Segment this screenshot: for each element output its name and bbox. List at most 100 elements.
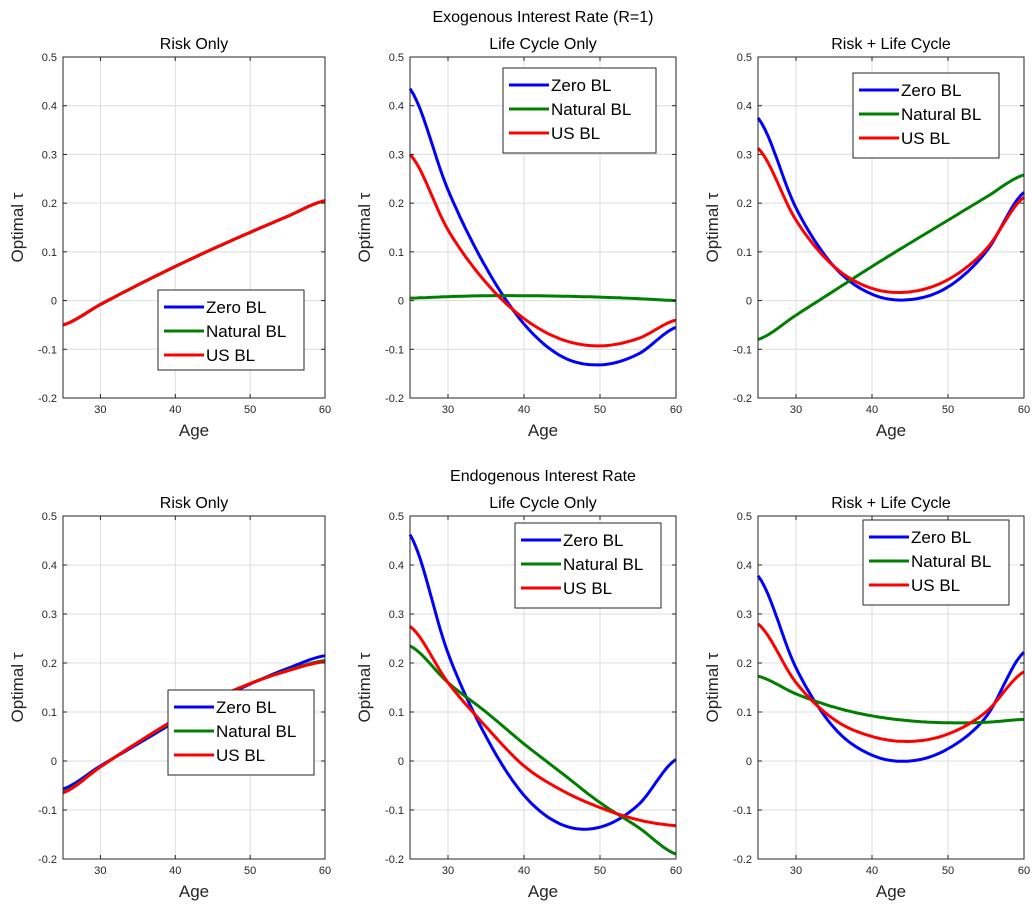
- y-tick-label: -0.2: [38, 854, 57, 866]
- y-tick-label: -0.2: [385, 854, 404, 866]
- y-axis-label: Optimal τ: [355, 192, 374, 262]
- legend: Zero BL Natural BL US BL: [157, 289, 305, 371]
- series-line-us-bl: [756, 147, 1025, 294]
- suptitle-endogenous: Endogenous Interest Rate: [450, 468, 636, 485]
- y-tick-label: 0.2: [42, 198, 57, 210]
- x-axis-label: Age: [876, 421, 906, 440]
- x-axis-label: Age: [179, 882, 209, 901]
- x-tick-label: 30: [442, 865, 454, 877]
- x-tick-label: 40: [518, 404, 530, 416]
- legend: Zero BL Natural BL US BL: [862, 519, 1010, 606]
- y-tick-label: -0.2: [38, 393, 57, 405]
- x-tick-label: 50: [594, 404, 606, 416]
- chart-panel-1: 30 40 50 60 -0.2 -0.1 0 0.1 0.2 0.3 0.4 0.5 Risk Onl…: [8, 36, 331, 440]
- y-tick-label: 0.2: [389, 658, 404, 670]
- legend-label: Natural BL: [911, 552, 991, 571]
- legend-label: US BL: [901, 129, 950, 148]
- y-tick-label: -0.2: [385, 393, 404, 405]
- x-tick-label: 60: [670, 404, 682, 416]
- series-line-natural-bl: [409, 644, 677, 856]
- y-tick-label: 0.1: [42, 707, 57, 719]
- x-tick-label: 30: [442, 404, 454, 416]
- series-line-zero-bl: [408, 533, 677, 831]
- y-tick-label: 0: [51, 296, 57, 308]
- legend-label: US BL: [911, 576, 960, 595]
- series-line-us-bl: [756, 622, 1025, 743]
- x-tick-label: 60: [670, 865, 682, 877]
- axes-box: [62, 515, 326, 860]
- x-tick-label: 30: [790, 865, 802, 877]
- series-line-us-bl: [62, 199, 326, 327]
- y-axis-label: Optimal τ: [8, 652, 27, 722]
- y-tick-label: -0.1: [733, 805, 752, 817]
- legend-label: US BL: [216, 746, 265, 765]
- x-tick-label: 50: [942, 865, 954, 877]
- x-tick-label: 30: [790, 404, 802, 416]
- x-tick-label: 60: [319, 865, 331, 877]
- legend: Zero BL Natural BL US BL: [502, 67, 657, 154]
- x-tick-label: 30: [94, 865, 106, 877]
- y-tick-label: -0.2: [733, 393, 752, 405]
- legend-label: Natural BL: [901, 105, 981, 124]
- y-tick-label: 0.3: [389, 609, 404, 621]
- panel-title: Risk + Life Cycle: [831, 495, 951, 512]
- x-tick-label: 50: [942, 404, 954, 416]
- legend-label: Zero BL: [216, 698, 276, 717]
- legend-label: Zero BL: [563, 531, 623, 550]
- x-axis-label: Age: [528, 421, 558, 440]
- y-tick-label: 0.1: [389, 707, 404, 719]
- series-line-zero-bl: [756, 117, 1026, 302]
- x-axis-label: Age: [528, 882, 558, 901]
- y-axis-label: Optimal τ: [703, 652, 722, 722]
- x-tick-label: 50: [244, 865, 256, 877]
- y-tick-label: 0.4: [737, 101, 752, 113]
- x-tick-label: 50: [594, 865, 606, 877]
- y-tick-label: -0.1: [38, 344, 57, 356]
- legend-box: [167, 689, 315, 776]
- y-axis-label: Optimal τ: [355, 652, 374, 722]
- y-tick-label: 0.3: [737, 149, 752, 161]
- y-tick-label: 0.5: [737, 511, 752, 523]
- legend: Zero BL Natural BL US BL: [852, 72, 1000, 159]
- y-tick-label: 0.3: [42, 149, 57, 161]
- x-tick-label: 40: [866, 865, 878, 877]
- legend-label: US BL: [206, 346, 255, 365]
- x-tick-label: 30: [94, 404, 106, 416]
- series-line-zero-bl: [756, 574, 1026, 763]
- legend-label: US BL: [551, 124, 600, 143]
- y-tick-label: 0: [746, 296, 752, 308]
- legend-label: Natural BL: [563, 555, 643, 574]
- x-tick-label: 40: [169, 865, 181, 877]
- series-line-zero-bl: [408, 87, 677, 367]
- x-tick-label: 60: [319, 404, 331, 416]
- legend: Zero BL Natural BL US BL: [167, 689, 315, 776]
- x-tick-label: 40: [518, 865, 530, 877]
- chart-panel-3: 30 40 50 60 -0.2 -0.1 0 0.1 0.2 0.3 0.4 0.5 Risk + L…: [703, 36, 1030, 440]
- axes-box: [62, 56, 326, 399]
- y-tick-label: 0: [398, 756, 404, 768]
- y-tick-label: -0.1: [385, 805, 404, 817]
- x-tick-label: 60: [1018, 404, 1030, 416]
- y-tick-label: 0.2: [737, 198, 752, 210]
- axes-box: [409, 515, 677, 860]
- legend-label: Natural BL: [216, 722, 296, 741]
- legend-label: Zero BL: [911, 528, 971, 547]
- y-tick-label: 0.1: [42, 247, 57, 259]
- y-tick-label: 0.5: [42, 511, 57, 523]
- y-tick-label: -0.1: [385, 344, 404, 356]
- y-tick-label: 0.2: [389, 198, 404, 210]
- series-line-us-bl: [408, 153, 677, 348]
- y-tick-label: 0.5: [42, 52, 57, 64]
- legend-label: Natural BL: [551, 100, 631, 119]
- legend-label: Zero BL: [551, 76, 611, 95]
- legend-label: Zero BL: [206, 298, 266, 317]
- y-tick-label: 0: [51, 756, 57, 768]
- series-line-natural-bl: [410, 294, 677, 303]
- chart-panel-2: 30 40 50 60 -0.2 -0.1 0 0.1 0.2 0.3 0.4 0.5 Life Cyc…: [355, 36, 682, 440]
- axes-box: [757, 56, 1025, 399]
- y-tick-label: 0.4: [737, 560, 752, 572]
- y-tick-label: 0.4: [42, 560, 57, 572]
- axes-box: [757, 515, 1025, 860]
- legend-label: Natural BL: [206, 322, 286, 341]
